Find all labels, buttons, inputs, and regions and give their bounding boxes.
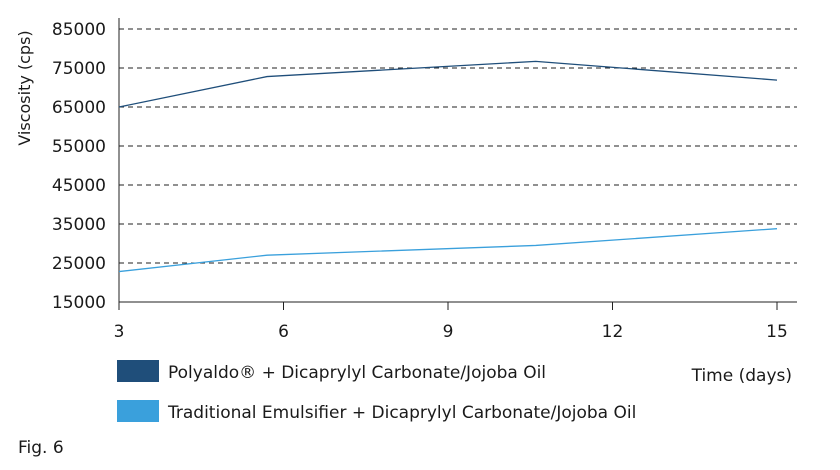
y-tick-label: 45000 (52, 176, 106, 196)
legend-label: Traditional Emulsifier + Dicaprylyl Carb… (167, 403, 636, 423)
y-tick-label: 55000 (52, 137, 106, 157)
series-line (118, 60, 778, 108)
x-axis: 3 6 9 12 15 (114, 301, 797, 342)
y-tick-label: 65000 (52, 98, 106, 118)
y-tick-label: 15000 (52, 293, 106, 313)
legend-label: Polyaldo® + Dicaprylyl Carbonate/Jojoba … (168, 363, 546, 383)
y-axis-title: Viscosity (cps) (15, 30, 34, 145)
x-tick-label: 9 (443, 322, 454, 342)
legend-swatch (117, 400, 159, 422)
grid-lines (119, 28, 797, 264)
y-tick-label: 75000 (52, 59, 106, 79)
x-axis-title: Time (days) (691, 366, 792, 386)
x-tick-label: 6 (278, 322, 289, 342)
series-lines (118, 60, 778, 273)
y-tick-label: 85000 (52, 20, 106, 40)
figure-label: Fig. 6 (18, 438, 64, 458)
x-tick-label: 12 (602, 322, 624, 342)
legend-item: Traditional Emulsifier + Dicaprylyl Carb… (117, 400, 636, 423)
y-axis: 15000 25000 35000 45000 55000 65000 75000 85000 (52, 18, 120, 313)
x-tick-label: 15 (766, 322, 788, 342)
y-tick-label: 25000 (52, 254, 106, 274)
series-line (118, 228, 778, 273)
legend-swatch (117, 360, 159, 382)
legend: Polyaldo® + Dicaprylyl Carbonate/Jojoba … (117, 360, 636, 423)
legend-item: Polyaldo® + Dicaprylyl Carbonate/Jojoba … (117, 360, 546, 383)
x-tick-label: 3 (114, 322, 125, 342)
y-tick-label: 35000 (52, 215, 106, 235)
